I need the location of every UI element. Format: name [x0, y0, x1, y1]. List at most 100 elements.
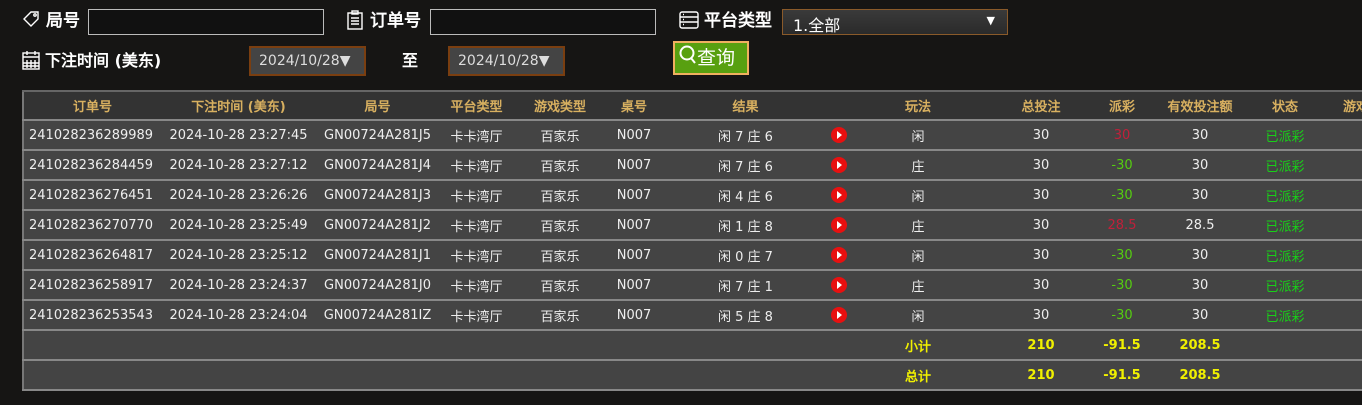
bet-type: 庄	[849, 150, 987, 181]
order-id: 241028236270770	[23, 210, 161, 241]
play-video-icon[interactable]	[831, 217, 847, 233]
date-to-picker[interactable]: 2024/10/28▼	[448, 46, 565, 76]
empty-cell	[514, 360, 606, 391]
bet-type: 闲	[849, 180, 987, 211]
play-video-icon[interactable]	[831, 187, 847, 203]
subtotal-row: 小计 210 -91.5 208.5	[23, 330, 1362, 361]
column-header[interactable]: 游戏类型	[514, 91, 606, 121]
column-header[interactable]: 总投注	[987, 91, 1095, 121]
order-id: 241028236289989	[23, 120, 161, 151]
game-cell	[1319, 240, 1362, 271]
payout: 30	[1095, 120, 1149, 151]
payout: -91.5	[1095, 330, 1149, 361]
total-bet: 30	[987, 150, 1095, 181]
order-id: 241028236258917	[23, 270, 161, 301]
payout: -30	[1095, 150, 1149, 181]
bet-type: 闲	[849, 120, 987, 151]
column-header[interactable]: 游戏	[1319, 91, 1362, 121]
empty-cell	[829, 360, 849, 391]
payout: -30	[1095, 240, 1149, 271]
platform: 卡卡湾厅	[439, 150, 514, 181]
status: 已派彩	[1251, 210, 1319, 241]
table-no: N007	[606, 300, 662, 331]
play-video-icon[interactable]	[831, 157, 847, 173]
empty-cell	[161, 330, 316, 361]
platform-select[interactable]: 1.全部 ▼	[782, 9, 1008, 35]
date-from-picker[interactable]: 2024/10/28▼	[249, 46, 366, 76]
empty-cell	[316, 330, 439, 361]
table-header: 订单号 下注时间 (美东) 局号 平台类型 游戏类型 桌号 结果 玩法 总投注 派彩 有效投注额 状态…	[23, 91, 1362, 121]
order-label: 订单号	[370, 11, 421, 31]
platform: 卡卡湾厅	[439, 180, 514, 211]
column-header[interactable]: 桌号	[606, 91, 662, 121]
status: 已派彩	[1251, 180, 1319, 211]
replay-cell	[829, 150, 849, 181]
empty-cell	[1319, 330, 1362, 361]
payout: -30	[1095, 270, 1149, 301]
valid-bet: 30	[1149, 300, 1251, 331]
total-bet: 30	[987, 240, 1095, 271]
game-cell	[1319, 180, 1362, 211]
bet-time: 2024-10-28 23:25:12	[161, 240, 316, 271]
table-no: N007	[606, 150, 662, 181]
column-header[interactable]: 平台类型	[439, 91, 514, 121]
round-input[interactable]	[88, 9, 324, 35]
column-header[interactable]: 结果	[662, 91, 829, 121]
column-header[interactable]: 有效投注额	[1149, 91, 1251, 121]
table-row: 241028236264817 2024-10-28 23:25:12 GN0072…	[23, 240, 1362, 271]
empty-cell	[23, 360, 161, 391]
column-header[interactable]: 派彩	[1095, 91, 1149, 121]
game-type: 百家乐	[514, 210, 606, 241]
tag-icon	[22, 10, 40, 32]
order-id: 241028236253543	[23, 300, 161, 331]
game-cell	[1319, 150, 1362, 181]
table-row: 241028236270770 2024-10-28 23:25:49 GN0072…	[23, 210, 1362, 241]
valid-bet: 30	[1149, 120, 1251, 151]
bet-time: 2024-10-28 23:27:12	[161, 150, 316, 181]
empty-cell	[316, 360, 439, 391]
grand-total-row: 总计 210 -91.5 208.5	[23, 360, 1362, 391]
payout: -30	[1095, 300, 1149, 331]
column-header[interactable]: 状态	[1251, 91, 1319, 121]
query-label: 查询	[697, 47, 736, 69]
game-type: 百家乐	[514, 120, 606, 151]
column-header[interactable]: 玩法	[849, 91, 987, 121]
play-video-icon[interactable]	[831, 307, 847, 323]
empty-cell	[606, 360, 662, 391]
table-row: 241028236258917 2024-10-28 23:24:37 GN0072…	[23, 270, 1362, 301]
valid-bet: 30	[1149, 150, 1251, 181]
bet-time-label: 下注时间 (美东)	[45, 51, 162, 70]
play-video-icon[interactable]	[831, 247, 847, 263]
status: 已派彩	[1251, 270, 1319, 301]
clipboard-icon	[346, 10, 364, 34]
status: 已派彩	[1251, 150, 1319, 181]
column-header[interactable]: 下注时间 (美东)	[161, 91, 316, 121]
table-no: N007	[606, 270, 662, 301]
column-header[interactable]: 局号	[316, 91, 439, 121]
result: 闲 7 庄 6	[662, 120, 829, 151]
empty-cell	[829, 330, 849, 361]
payout: 28.5	[1095, 210, 1149, 241]
table-no: N007	[606, 240, 662, 271]
total-bet: 30	[987, 300, 1095, 331]
total-bet: 210	[987, 330, 1095, 361]
empty-cell	[161, 360, 316, 391]
result: 闲 4 庄 6	[662, 180, 829, 211]
round-id: GN00724A281J2	[316, 210, 439, 241]
round-label: 局号	[46, 11, 80, 31]
payout: -30	[1095, 180, 1149, 211]
column-header[interactable]	[829, 91, 849, 121]
platform: 卡卡湾厅	[439, 210, 514, 241]
empty-cell	[662, 330, 829, 361]
empty-cell	[606, 330, 662, 361]
play-video-icon[interactable]	[831, 277, 847, 293]
play-video-icon[interactable]	[831, 127, 847, 143]
query-button[interactable]: 查询	[673, 41, 749, 75]
result: 闲 7 庄 6	[662, 150, 829, 181]
valid-bet: 208.5	[1149, 330, 1251, 361]
table-row: 241028236276451 2024-10-28 23:26:26 GN0072…	[23, 180, 1362, 211]
valid-bet: 30	[1149, 240, 1251, 271]
order-input[interactable]	[430, 9, 656, 35]
to-label: 至	[402, 51, 419, 70]
column-header[interactable]: 订单号	[23, 91, 161, 121]
